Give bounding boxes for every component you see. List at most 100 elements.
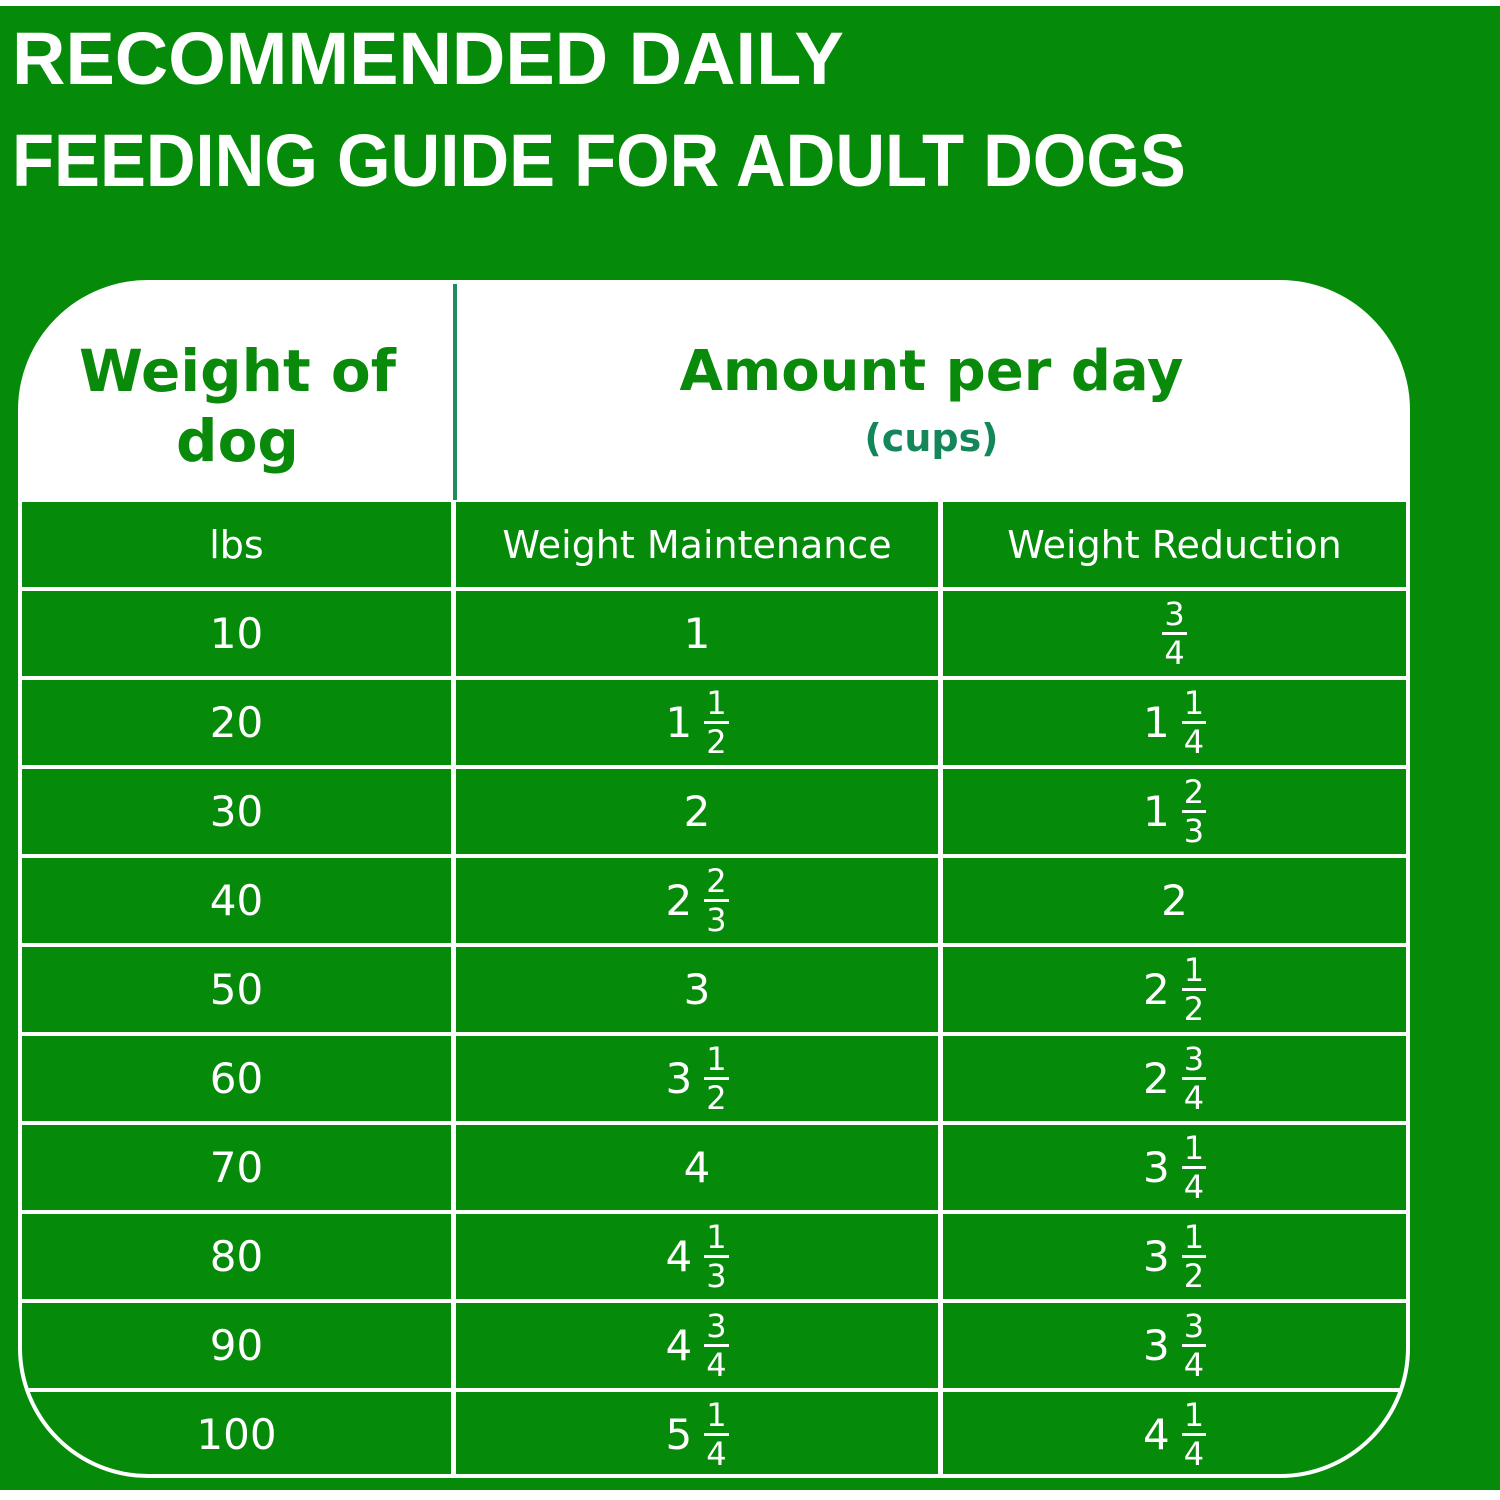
- table-header: Weight of dog Amount per day (cups): [22, 284, 1406, 500]
- whole-number: 3: [1142, 1232, 1170, 1281]
- cell-lbs: 60: [22, 1036, 451, 1121]
- whole-number: 3: [1142, 1143, 1170, 1192]
- fraction-denominator: 4: [1183, 1435, 1205, 1473]
- fraction-denominator: 4: [1183, 1346, 1205, 1384]
- whole-number: 2: [1142, 965, 1170, 1014]
- cell-maintenance: 3: [456, 947, 938, 1032]
- cell-maintenance: 2: [456, 769, 938, 854]
- amount-per-day-heading: Amount per day: [679, 339, 1184, 404]
- cell-reduction: 2: [943, 858, 1406, 943]
- cell-lbs: 40: [22, 858, 451, 943]
- whole-number: 2: [683, 787, 711, 836]
- amount-unit: (cups): [864, 416, 999, 460]
- fraction-numerator: 1: [1181, 1218, 1207, 1258]
- fraction-denominator: 3: [1183, 812, 1205, 850]
- fraction-numerator: 2: [1181, 773, 1207, 813]
- cell-lbs: 50: [22, 947, 451, 1032]
- whole-number: 1: [683, 609, 711, 658]
- weight-of-dog-heading: Weight of dog: [79, 337, 396, 475]
- column-header-maintenance: Weight Maintenance: [456, 502, 938, 587]
- whole-number: 5: [665, 1410, 693, 1459]
- fraction-numerator: 1: [1181, 951, 1207, 991]
- cell-lbs: 30: [22, 769, 451, 854]
- fraction-numerator: 1: [1181, 684, 1207, 724]
- cell-lbs: 10: [22, 591, 451, 676]
- title-line-2: FEEDING GUIDE FOR ADULT DOGS: [12, 119, 1186, 202]
- cell-lbs: 20: [22, 680, 451, 765]
- cell-maintenance: 1: [456, 591, 938, 676]
- fraction-denominator: 4: [1183, 1168, 1205, 1206]
- feeding-table: Weight of dog Amount per day (cups) lbs …: [18, 280, 1410, 1478]
- fraction-numerator: 3: [1181, 1040, 1207, 1080]
- whole-number: 1: [665, 698, 693, 747]
- fraction-denominator: 4: [1183, 723, 1205, 761]
- whole-number: 1: [1142, 787, 1170, 836]
- cell-maintenance: 4: [456, 1125, 938, 1210]
- whole-number: 2: [665, 876, 693, 925]
- fraction-numerator: 1: [704, 684, 729, 724]
- whole-number: 2: [1142, 1054, 1170, 1103]
- cell-lbs: 100: [22, 1392, 451, 1474]
- whole-number: 4: [683, 1143, 711, 1192]
- table-body: lbs Weight Maintenance Weight Reduction …: [22, 502, 1406, 1474]
- fraction-denominator: 2: [706, 1079, 727, 1117]
- whole-number: 3: [683, 965, 711, 1014]
- fraction-numerator: 3: [1162, 595, 1187, 635]
- fraction-numerator: 1: [704, 1218, 729, 1258]
- whole-number: 4: [665, 1232, 693, 1281]
- cell-lbs: 90: [22, 1303, 451, 1388]
- fraction-denominator: 2: [1183, 990, 1205, 1028]
- fraction-numerator: 1: [1181, 1396, 1207, 1436]
- fraction-numerator: 2: [704, 862, 729, 902]
- column-header-lbs: lbs: [22, 502, 451, 587]
- fraction-numerator: 1: [1181, 1129, 1207, 1169]
- fraction-denominator: 2: [1183, 1257, 1205, 1295]
- fraction-denominator: 2: [706, 723, 727, 761]
- header-divider: [453, 284, 457, 500]
- fraction-denominator: 4: [706, 1346, 727, 1384]
- whole-number: 4: [1142, 1410, 1170, 1459]
- column-header-reduction: Weight Reduction: [943, 502, 1406, 587]
- whole-number: 3: [665, 1054, 693, 1103]
- whole-number: 3: [1142, 1321, 1170, 1370]
- fraction-denominator: 3: [706, 901, 727, 939]
- fraction-denominator: 4: [1164, 634, 1185, 672]
- whole-number: 4: [665, 1321, 693, 1370]
- cell-lbs: 70: [22, 1125, 451, 1210]
- fraction-numerator: 1: [704, 1040, 729, 1080]
- fraction-numerator: 3: [1181, 1307, 1207, 1347]
- whole-number: 2: [1161, 876, 1188, 925]
- title-line-1: RECOMMENDED DAILY: [12, 17, 844, 100]
- fraction-numerator: 1: [704, 1396, 729, 1436]
